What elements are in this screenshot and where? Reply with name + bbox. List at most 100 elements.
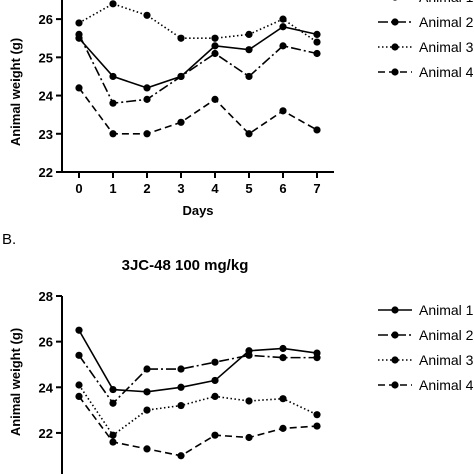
legend-label: Animal 4	[419, 64, 474, 80]
data-point-animal-2	[279, 42, 287, 50]
data-point-animal-4	[313, 126, 321, 134]
data-point-animal-3	[245, 30, 253, 38]
bottom-y-axis-label: Animal weight (g)	[8, 328, 23, 436]
legend-marker	[391, 356, 399, 364]
data-point-animal-4	[143, 130, 151, 138]
data-point-animal-3	[109, 0, 117, 8]
legend-marker	[391, 331, 399, 339]
panel-label-b: B.	[2, 231, 16, 248]
data-point-animal-1	[211, 42, 219, 50]
data-point-animal-2	[109, 399, 117, 407]
legend-label: Animal 2	[419, 14, 474, 30]
data-point-animal-4	[75, 84, 83, 92]
data-point-animal-2	[245, 351, 253, 359]
series-line-animal-4	[78, 395, 318, 457]
x-tick-label: 0	[75, 181, 82, 196]
data-point-animal-4	[109, 438, 117, 446]
data-point-animal-3	[211, 34, 219, 42]
y-tick-label: 23	[39, 127, 53, 142]
data-point-animal-1	[143, 84, 151, 92]
top-y-axis-label: Animal weight (g)	[8, 38, 23, 146]
data-point-animal-3	[75, 19, 83, 27]
legend-marker	[391, 18, 399, 26]
data-point-animal-2	[211, 358, 219, 366]
data-point-animal-1	[75, 326, 83, 334]
data-point-animal-2	[143, 95, 151, 103]
data-point-animal-2	[109, 99, 117, 107]
data-point-animal-1	[211, 376, 219, 385]
legend-marker	[391, 381, 399, 389]
x-tick-label: 1	[109, 181, 116, 196]
data-point-animal-2	[245, 72, 253, 81]
data-point-animal-4	[143, 445, 151, 453]
bottom-chart-title: 3JC-48 100 mg/kg	[122, 257, 249, 274]
series-line-animal-2	[78, 354, 317, 405]
data-point-animal-4	[279, 107, 287, 115]
data-point-animal-1	[109, 72, 117, 81]
data-point-animal-2	[279, 354, 287, 362]
data-point-animal-1	[313, 30, 321, 38]
data-point-animal-2	[211, 49, 219, 58]
data-point-animal-3	[313, 411, 321, 419]
y-tick-label: 22	[39, 426, 53, 441]
legend-label: Animal 2	[419, 327, 474, 343]
legend-label: Animal 3	[419, 39, 474, 55]
data-point-animal-2	[143, 365, 151, 373]
series-line-animal-1	[78, 25, 318, 89]
x-tick-label: 6	[279, 181, 286, 196]
x-tick-label: 7	[313, 181, 320, 196]
legend-label: Animal 3	[419, 352, 474, 368]
data-point-animal-3	[245, 397, 253, 405]
x-tick-label: 2	[143, 181, 150, 196]
data-point-animal-4	[211, 95, 219, 103]
top-chart: Animal weight (g) Days 0 1 2 3 4 5 6 7222324252…	[8, 0, 474, 218]
data-point-animal-1	[109, 385, 117, 394]
data-point-animal-4	[313, 422, 321, 430]
series-line-animal-3	[78, 2, 318, 43]
data-point-animal-3	[143, 11, 151, 19]
data-point-animal-2	[75, 30, 83, 38]
x-tick-label: 3	[177, 181, 184, 196]
series-line-animal-1	[78, 329, 318, 393]
data-point-animal-4	[177, 452, 185, 460]
data-point-animal-1	[245, 46, 253, 54]
data-point-animal-3	[313, 38, 321, 46]
data-point-animal-3	[75, 381, 83, 389]
data-point-animal-3	[177, 401, 185, 410]
data-point-animal-4	[75, 392, 83, 401]
data-point-animal-3	[211, 392, 219, 401]
data-point-animal-1	[279, 344, 287, 353]
data-point-animal-4	[279, 424, 287, 432]
x-tick-label: 5	[245, 181, 252, 196]
data-point-animal-4	[245, 433, 253, 442]
y-tick-label: 26	[39, 12, 53, 27]
y-tick-label: 24	[39, 380, 54, 395]
y-tick-label: 22	[39, 165, 53, 180]
legend-label: Animal 4	[419, 377, 474, 393]
data-point-animal-3	[177, 34, 185, 42]
data-point-animal-1	[143, 388, 151, 396]
data-point-animal-2	[177, 365, 185, 373]
series-line-animal-2	[78, 34, 318, 105]
data-point-animal-2	[177, 72, 185, 81]
y-tick-label: 25	[39, 50, 53, 65]
data-point-animal-3	[109, 431, 117, 439]
data-point-animal-4	[211, 431, 219, 439]
data-point-animal-3	[279, 395, 287, 403]
data-point-animal-1	[279, 23, 287, 31]
data-point-animal-2	[75, 351, 83, 359]
legend-marker	[391, 68, 399, 76]
data-point-animal-1	[177, 383, 185, 391]
top-x-axis-label: Days	[182, 203, 213, 218]
legend-label: Animal 1	[419, 0, 474, 5]
legend-marker	[391, 43, 399, 51]
x-tick-label: 4	[211, 181, 219, 196]
y-tick-label: 28	[39, 289, 53, 304]
data-point-animal-3	[143, 406, 151, 414]
series-line-animal-4	[78, 87, 318, 135]
data-point-animal-2	[313, 49, 321, 58]
y-tick-label: 26	[39, 335, 53, 350]
y-tick-label: 24	[39, 89, 54, 104]
data-point-animal-2	[313, 354, 321, 362]
